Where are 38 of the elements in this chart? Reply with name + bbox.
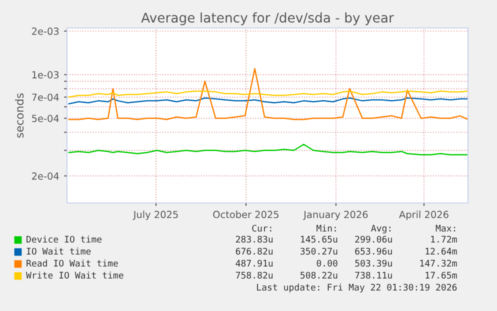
y-tick-label: 7e-04 bbox=[32, 94, 59, 101]
legend-label: Device IO time bbox=[26, 236, 102, 243]
chart-title: Average latency for /dev/sda - by year bbox=[141, 12, 394, 26]
text: 299.06u bbox=[355, 236, 392, 243]
text: 350.27u bbox=[300, 248, 338, 255]
text: 738.11u bbox=[355, 272, 392, 279]
text: 653.96u bbox=[355, 248, 392, 255]
text: 12.64m bbox=[426, 248, 457, 255]
text: 487.91u bbox=[236, 260, 273, 267]
y-tick-label: 1e-03 bbox=[32, 71, 59, 78]
text: Max: bbox=[436, 224, 456, 232]
text: 17.65m bbox=[426, 272, 457, 279]
legend-label: Write IO Wait time bbox=[26, 272, 124, 279]
line-series bbox=[68, 144, 468, 156]
x-tick-label: July 2025 bbox=[132, 210, 178, 220]
y-tick-label: 2e-03 bbox=[32, 28, 59, 35]
text: 758.82u bbox=[236, 272, 273, 279]
y-tick-label: 2e-04 bbox=[32, 172, 59, 180]
text: Min: bbox=[316, 224, 336, 232]
x-tick-label: April 2026 bbox=[399, 210, 448, 220]
y-tick-label: 5e-04 bbox=[32, 114, 59, 122]
text: 503.39u bbox=[355, 260, 392, 267]
text: 0.00 bbox=[316, 260, 338, 267]
text: Last update: Fri May 22 01:30:19 2026 bbox=[257, 284, 457, 292]
x-tick-label: January 2026 bbox=[303, 210, 368, 220]
line-series bbox=[68, 68, 468, 120]
legend-label: Read IO Wait time bbox=[26, 260, 118, 267]
text: 283.83u bbox=[236, 236, 273, 243]
text: 676.82u bbox=[236, 248, 273, 255]
text: 147.32m bbox=[420, 260, 457, 267]
text: Avg: bbox=[371, 224, 390, 234]
text: 145.65u bbox=[301, 236, 338, 243]
y-axis-title: seconds bbox=[15, 93, 24, 138]
text: Cur: bbox=[252, 224, 272, 232]
legend-label: IO Wait time bbox=[26, 248, 91, 255]
text: 508.22u bbox=[300, 272, 338, 279]
text: 1.72m bbox=[431, 236, 457, 243]
x-tick-label: October 2025 bbox=[213, 210, 279, 218]
